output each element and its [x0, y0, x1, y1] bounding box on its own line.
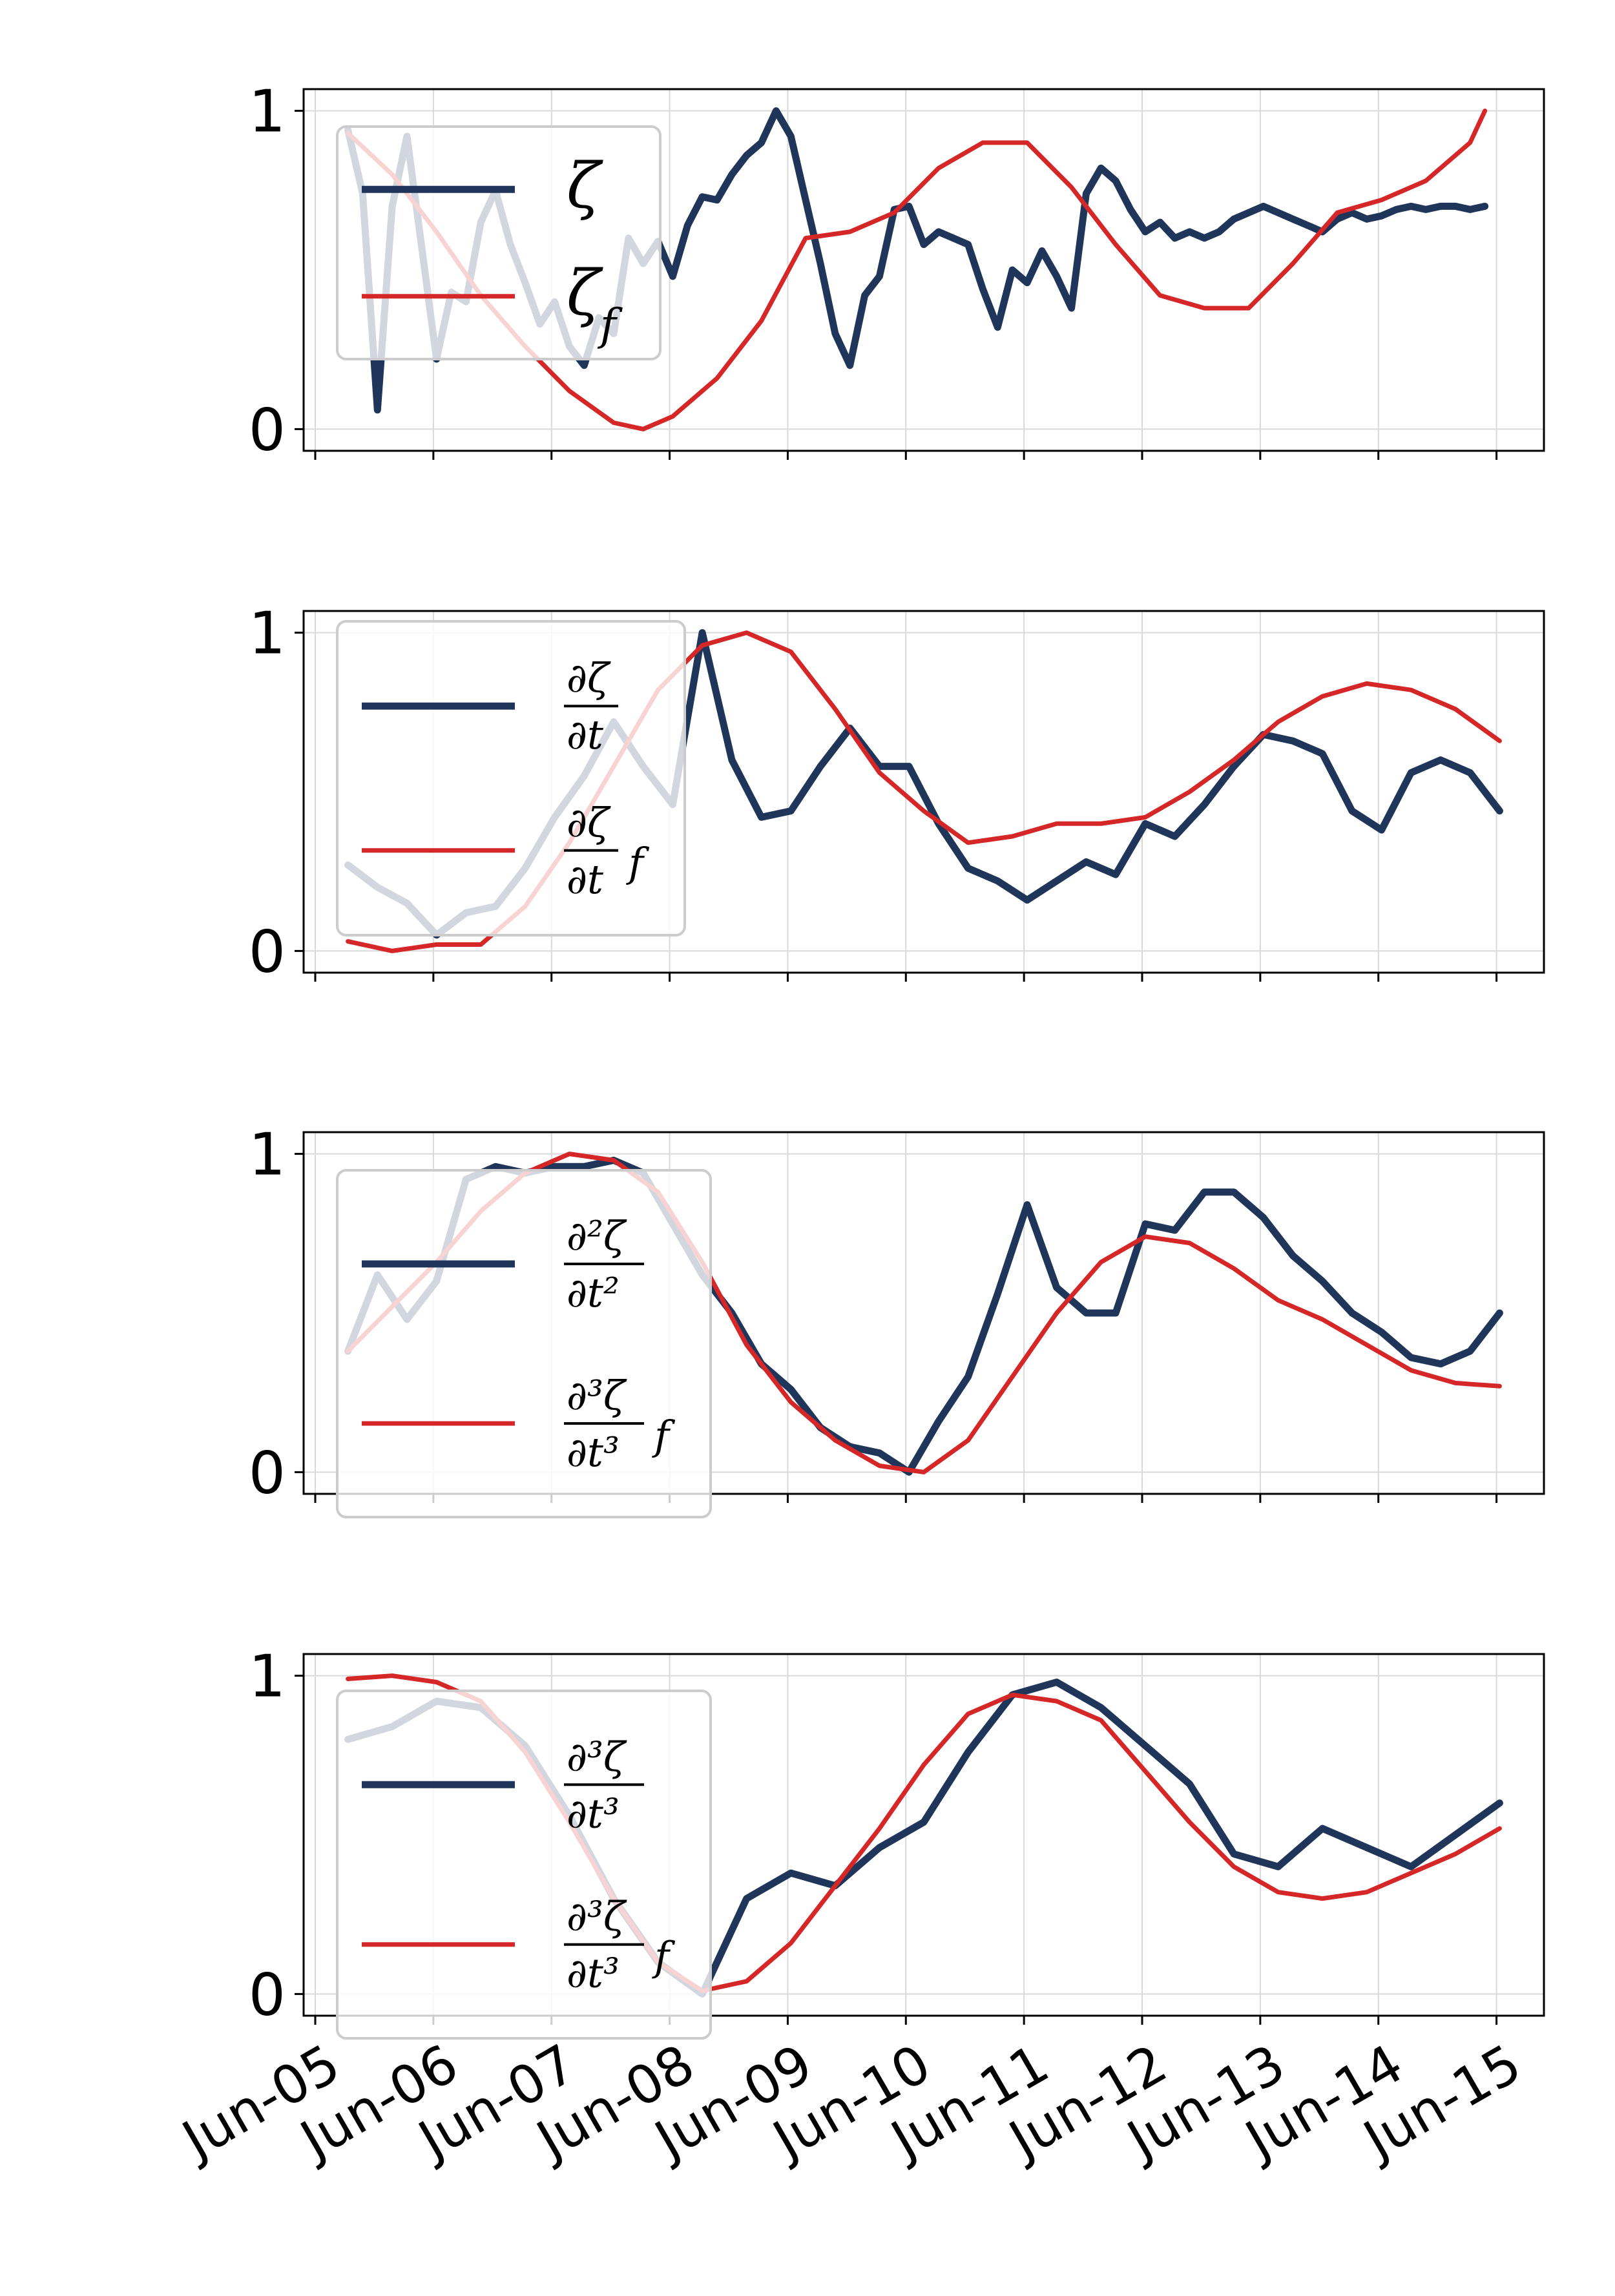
- legend-label-numerator: ∂³ζ: [567, 1893, 627, 1940]
- y-tick-label: 0: [249, 1439, 286, 1507]
- panel-3: 01∂²ζ∂t²∂³ζ∂t³ f: [249, 1121, 1545, 1518]
- legend-frame: [336, 1690, 712, 2040]
- panel-4: 01∂³ζ∂t³∂³ζ∂t³ f: [249, 1643, 1545, 2040]
- legend-label-numerator: ∂ζ: [567, 654, 611, 701]
- axes-frame: [302, 1131, 1545, 1495]
- y-tick-label: 1: [249, 600, 286, 668]
- legend-label-denominator: ∂t³: [567, 1790, 620, 1837]
- legend: ∂³ζ∂t³∂³ζ∂t³ f: [336, 1690, 712, 2040]
- axes-frame: [302, 88, 1545, 452]
- legend-label-numerator: ∂³ζ: [567, 1372, 627, 1419]
- axes-frame: [302, 610, 1545, 974]
- legend: ∂²ζ∂t²∂³ζ∂t³ f: [336, 1169, 712, 1518]
- legend-label-denominator: ∂t³: [567, 1429, 620, 1476]
- legend-frame: [336, 1169, 712, 1518]
- legend-label-numerator: ∂²ζ: [567, 1212, 627, 1259]
- legend-frame: [336, 125, 662, 360]
- legend-label-denominator: ∂t: [567, 711, 603, 758]
- legend-label-denominator: ∂t²: [567, 1269, 620, 1316]
- legend: ∂ζ∂t∂ζ∂t f: [336, 620, 686, 936]
- legend-label-denominator: ∂t³: [567, 1950, 620, 1997]
- legend-label: ζ: [567, 150, 603, 222]
- y-tick-label: 0: [249, 396, 286, 464]
- legend-frame: [336, 620, 686, 936]
- y-tick-label: 1: [249, 1643, 286, 1711]
- legend-label-numerator: ∂³ζ: [567, 1733, 627, 1780]
- axes-frame: [302, 1653, 1545, 2017]
- legend-label-numerator: ∂ζ: [567, 799, 611, 846]
- panel-2: 01∂ζ∂t∂ζ∂t f: [249, 600, 1545, 986]
- legend-label-denominator: ∂t: [567, 856, 603, 903]
- y-tick-label: 0: [249, 918, 286, 986]
- series-line-2: [346, 1152, 1502, 1474]
- y-tick-label: 1: [249, 78, 286, 146]
- y-tick-label: 1: [249, 1121, 286, 1189]
- legend: ζζf: [336, 125, 662, 360]
- y-tick-label: 0: [249, 1961, 286, 2029]
- panel-1: 0 1 ζζf: [249, 78, 1545, 464]
- series-line-2: [346, 109, 1488, 431]
